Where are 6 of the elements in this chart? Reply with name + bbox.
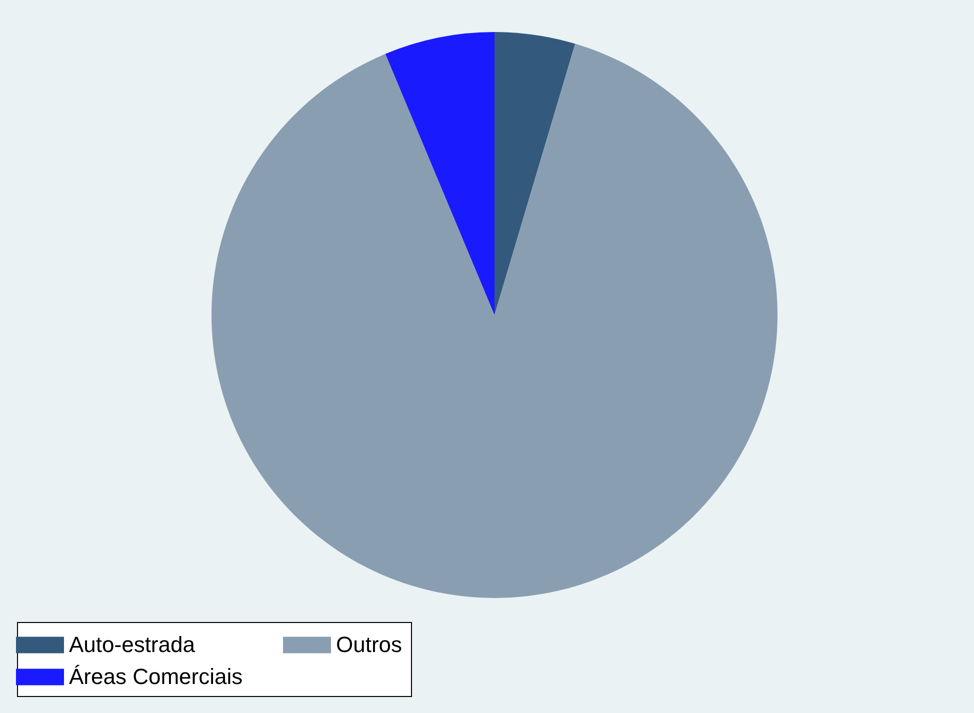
pie-slice (494, 32, 576, 315)
pie-slice (212, 44, 778, 598)
pie-slice (385, 32, 494, 315)
legend-label: Auto-estrada (69, 632, 196, 657)
legend-label: Áreas Comerciais (69, 664, 243, 689)
legend-label: Outros (336, 632, 402, 657)
